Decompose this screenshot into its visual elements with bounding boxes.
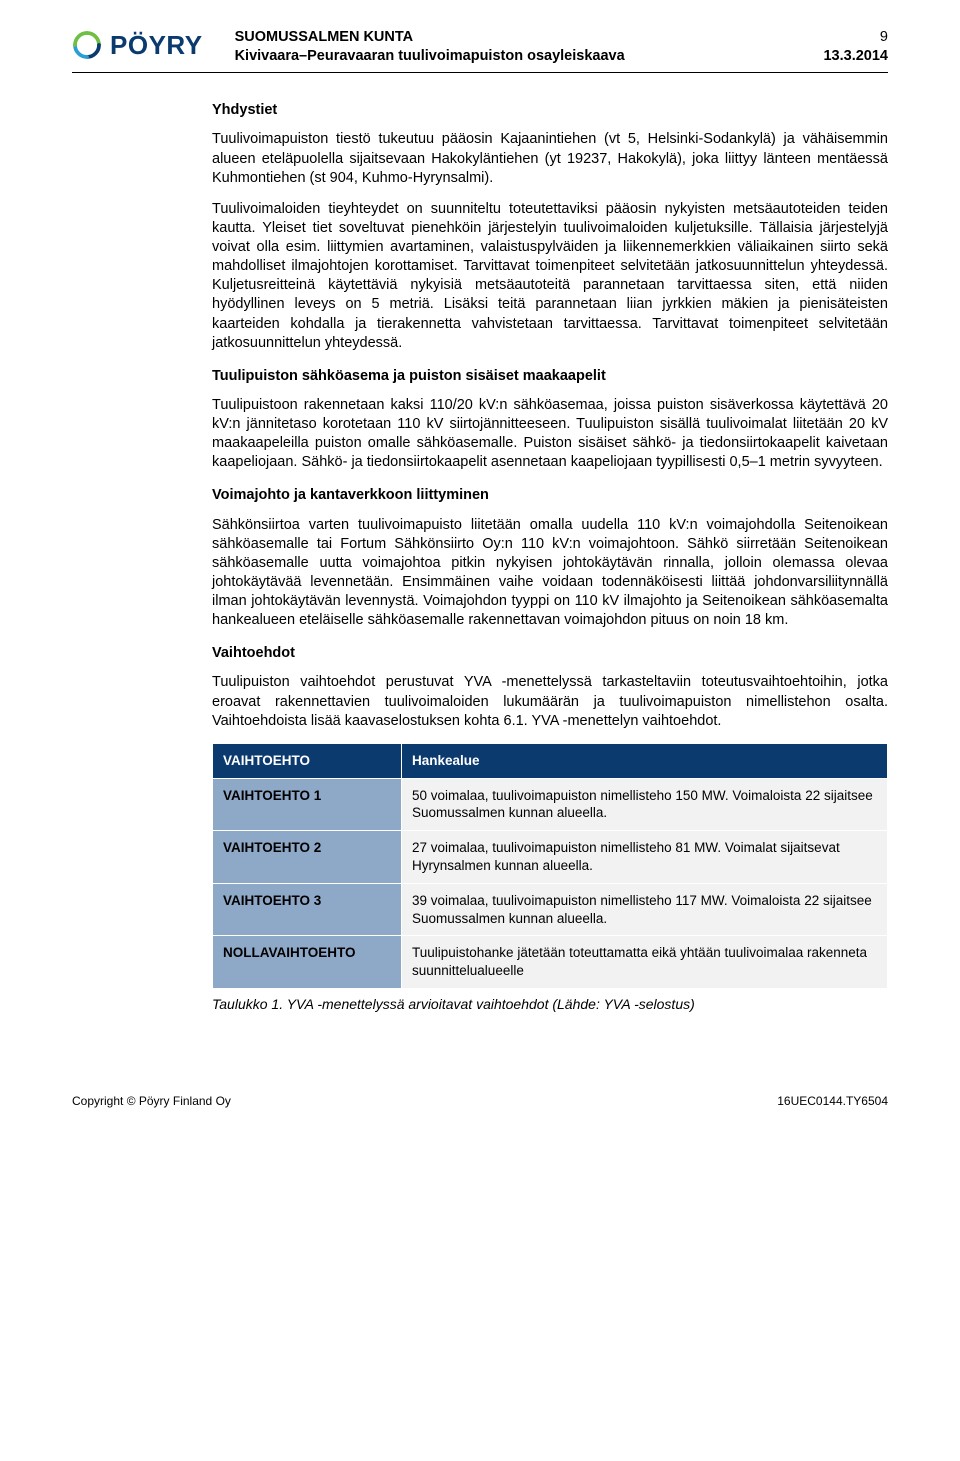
content: Yhdystiet Tuulivoimapuiston tiestö tukeu… <box>72 101 888 1013</box>
page-footer: Copyright © Pöyry Finland Oy 16UEC0144.T… <box>72 1094 888 1110</box>
table-row: VAIHTOEHTO 1 50 voimalaa, tuulivoimapuis… <box>213 778 888 831</box>
logo-block: PÖYRY <box>72 28 203 62</box>
para-vaihtoehdot: Tuulipuiston vaihtoehdot perustuvat YVA … <box>212 673 888 730</box>
row-desc: 39 voimalaa, tuulivoimapuiston nimellist… <box>402 883 888 936</box>
header-right: 9 13.3.2014 <box>808 28 888 66</box>
row-desc: 50 voimalaa, tuulivoimapuiston nimellist… <box>402 778 888 831</box>
footer-left: Copyright © Pöyry Finland Oy <box>72 1094 231 1110</box>
options-table: VAIHTOEHTO Hankealue VAIHTOEHTO 1 50 voi… <box>212 743 888 989</box>
page-number: 9 <box>808 28 888 47</box>
para-yhdystiet-1: Tuulivoimapuiston tiestö tukeutuu pääosi… <box>212 130 888 187</box>
row-label: VAIHTOEHTO 3 <box>213 883 402 936</box>
col-header-hankealue: Hankealue <box>402 743 888 778</box>
header-title-2: Kivivaara–Peuravaaran tuulivoimapuiston … <box>235 47 808 66</box>
page-header: PÖYRY SUOMUSSALMEN KUNTA Kivivaara–Peura… <box>72 28 888 73</box>
row-desc: Tuulipuistohanke jätetään toteuttamatta … <box>402 936 888 989</box>
table-row: VAIHTOEHTO 2 27 voimalaa, tuulivoimapuis… <box>213 831 888 884</box>
page: PÖYRY SUOMUSSALMEN KUNTA Kivivaara–Peura… <box>0 0 960 1149</box>
para-voimajohto: Sähkönsiirtoa varten tuulivoimapuisto li… <box>212 516 888 631</box>
logo-text: PÖYRY <box>110 28 203 62</box>
para-sahkoasema: Tuulipuistoon rakennetaan kaksi 110/20 k… <box>212 396 888 473</box>
footer-right: 16UEC0144.TY6504 <box>777 1094 888 1110</box>
page-date: 13.3.2014 <box>808 47 888 66</box>
row-desc: 27 voimalaa, tuulivoimapuiston nimellist… <box>402 831 888 884</box>
col-header-vaihtoehto: VAIHTOEHTO <box>213 743 402 778</box>
heading-voimajohto: Voimajohto ja kantaverkkoon liittyminen <box>212 486 888 505</box>
row-label: VAIHTOEHTO 1 <box>213 778 402 831</box>
table-row: NOLLAVAIHTOEHTO Tuulipuistohanke jätetää… <box>213 936 888 989</box>
poyry-logo-icon <box>72 30 102 60</box>
heading-vaihtoehdot: Vaihtoehdot <box>212 644 888 663</box>
heading-sahkoasema: Tuulipuiston sähköasema ja puiston sisäi… <box>212 367 888 386</box>
heading-yhdystiet: Yhdystiet <box>212 101 888 120</box>
header-title-1: SUOMUSSALMEN KUNTA <box>235 28 808 47</box>
header-titles: SUOMUSSALMEN KUNTA Kivivaara–Peuravaaran… <box>203 28 808 66</box>
row-label: VAIHTOEHTO 2 <box>213 831 402 884</box>
para-yhdystiet-2: Tuulivoimaloiden tieyhteydet on suunnite… <box>212 200 888 353</box>
table-row: VAIHTOEHTO 3 39 voimalaa, tuulivoimapuis… <box>213 883 888 936</box>
table-header-row: VAIHTOEHTO Hankealue <box>213 743 888 778</box>
row-label: NOLLAVAIHTOEHTO <box>213 936 402 989</box>
table-caption: Taulukko 1. YVA -menettelyssä arvioitava… <box>212 995 888 1013</box>
